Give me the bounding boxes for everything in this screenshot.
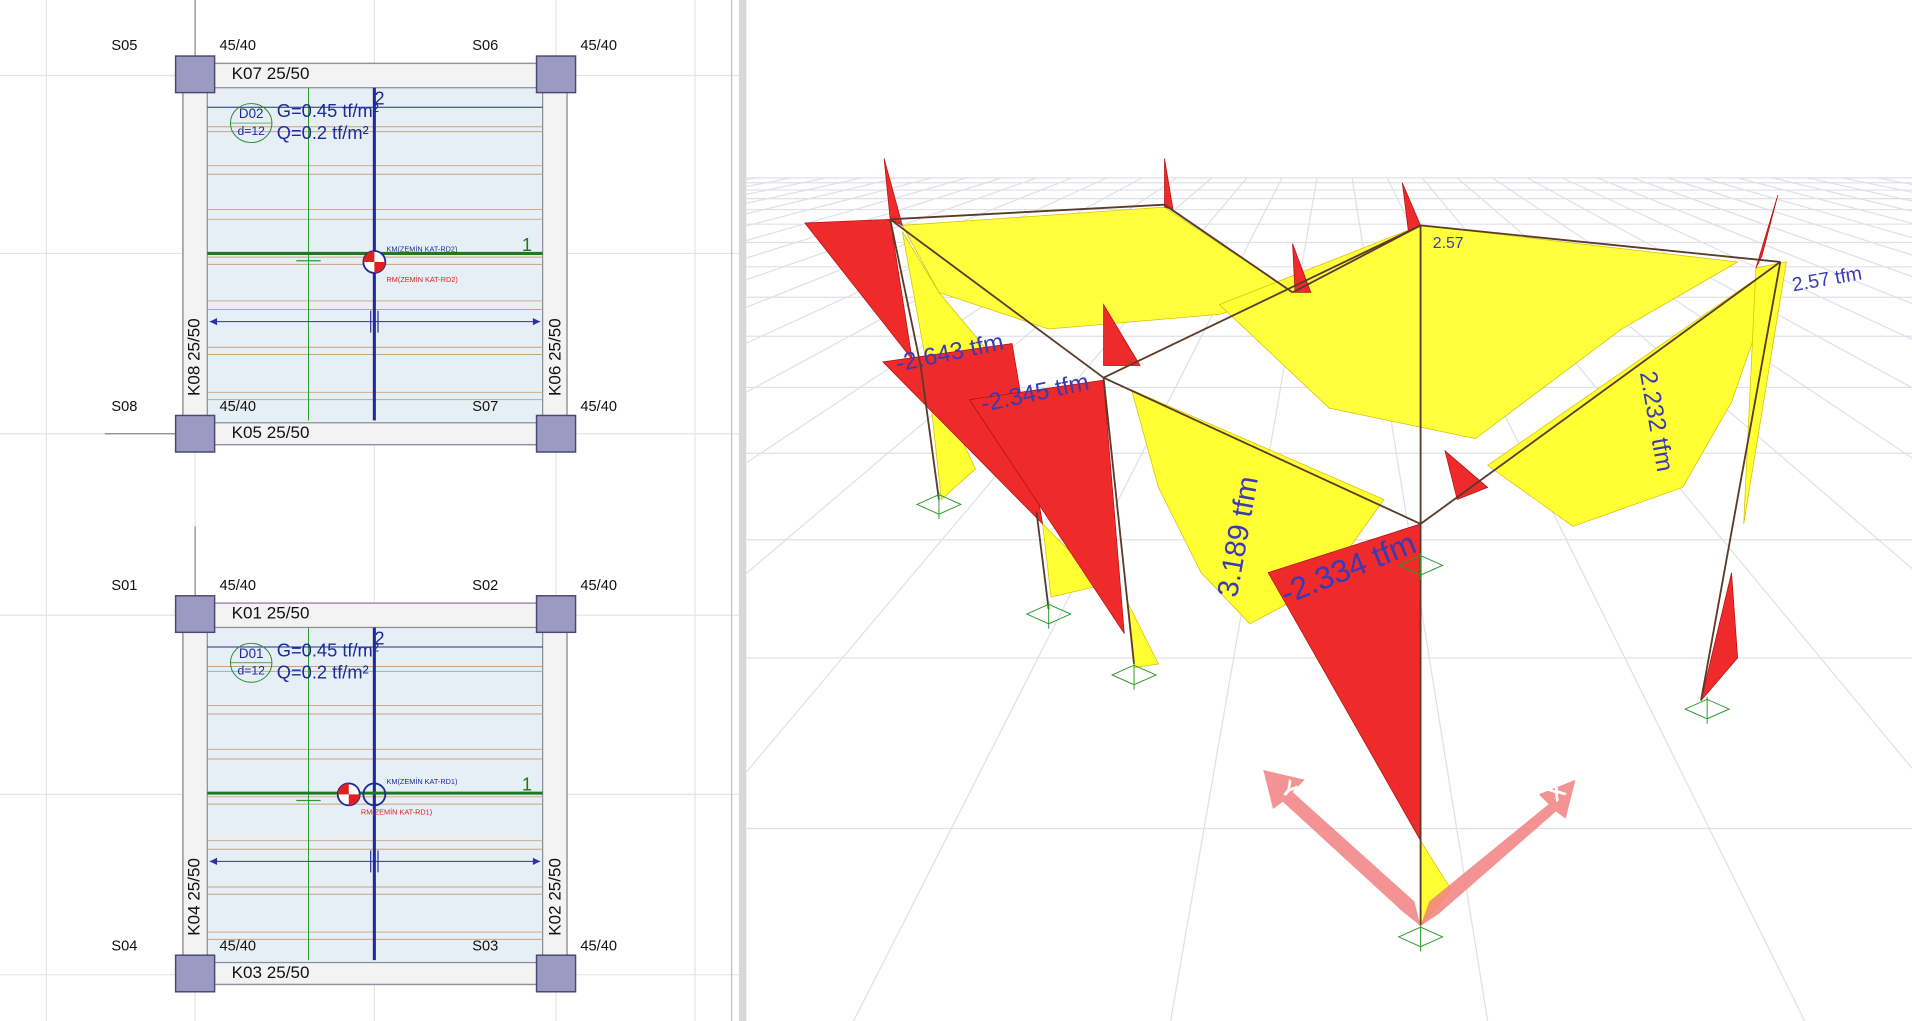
support (1110, 662, 1158, 690)
beam-label: K08 25/50 (185, 318, 204, 396)
live-load: Q=0.2 tf/m² (277, 122, 369, 143)
column (1102, 377, 1135, 665)
beam-label: K04 25/50 (185, 858, 204, 936)
dead-load: G=0.45 tf/m² (277, 100, 379, 121)
beam (1420, 261, 1781, 525)
slab-name: D02 (239, 106, 264, 121)
column-size: 45/40 (219, 578, 256, 594)
moment-diagram (1755, 194, 1779, 269)
support (1683, 696, 1731, 724)
moment-diagram (1444, 449, 1489, 501)
column (1700, 261, 1782, 701)
column-name: S07 (472, 399, 498, 415)
column-size: 45/40 (219, 38, 256, 54)
beam (1103, 376, 1421, 525)
beam (1420, 224, 1781, 263)
column (174, 954, 216, 993)
ground-grid (853, 177, 1283, 1021)
column-size: 45/40 (580, 38, 617, 54)
column (174, 414, 216, 453)
moment-diagram (1103, 303, 1141, 366)
slab-thickness: d=12 (237, 124, 265, 138)
ground-grid (746, 177, 1108, 344)
moment-diagram (804, 218, 913, 361)
column (1035, 511, 1050, 610)
splitter[interactable] (738, 0, 747, 1021)
dead-load: G=0.45 tf/m² (277, 640, 379, 661)
moment-diagram (1743, 261, 1787, 524)
axis-label: 1 (522, 774, 532, 795)
column-name: S03 (472, 939, 498, 955)
slab-thickness: d=12 (237, 664, 265, 678)
support (915, 492, 963, 520)
column (174, 595, 216, 634)
column-size: 45/40 (219, 939, 256, 955)
column-size: 45/40 (580, 399, 617, 415)
column-name: S08 (111, 399, 137, 415)
moment-diagram (1700, 572, 1739, 701)
ground-grid (1527, 177, 1912, 389)
column (535, 55, 577, 94)
column (535, 595, 577, 634)
column-name: S02 (472, 578, 498, 594)
beam (1163, 203, 1294, 294)
column-name: S01 (111, 578, 137, 594)
rigidity-center-label: RM(ZEMİN KAT-RD2) (387, 275, 458, 284)
beam-label: K02 25/50 (546, 858, 565, 936)
beam (889, 218, 1105, 379)
column-size: 45/40 (580, 939, 617, 955)
floor-plan: 1 2 D01 d=12 G=0.45 tf/m²Q=0.2 tf/m² KM(ZEMİN… (111, 578, 617, 993)
beam-label: K06 25/50 (546, 318, 565, 396)
column (889, 219, 922, 366)
axis-label: 2 (374, 88, 384, 109)
ground-grid (1562, 177, 1912, 340)
column (535, 954, 577, 993)
column (174, 55, 216, 94)
beam-label: K05 25/50 (232, 423, 310, 442)
support (1397, 553, 1444, 580)
column (919, 365, 940, 500)
beam-label: K07 25/50 (232, 64, 310, 83)
rigidity-center-label: RM(ZEMİN KAT-RD1) (361, 808, 432, 817)
ground-grid (746, 177, 1178, 464)
mass-center-label: KM(ZEMİN KAT-RD2) (387, 245, 458, 254)
column-size: 45/40 (219, 399, 256, 415)
global-axis (1420, 779, 1576, 926)
moment-diagram (883, 158, 903, 227)
rigidity-center (363, 250, 386, 273)
live-load: Q=0.2 tf/m² (277, 662, 369, 683)
beam (1292, 224, 1422, 294)
mass-center-label: KM(ZEMİN KAT-RD1) (387, 777, 458, 786)
support (1025, 601, 1072, 629)
column-name: S04 (111, 939, 137, 955)
moment-diagram (968, 379, 1125, 634)
moment-label: 2.57 (1433, 235, 1464, 252)
slab-name: D01 (239, 646, 264, 661)
column-name: S06 (472, 38, 498, 54)
beam-label: K01 25/50 (232, 604, 310, 623)
beam (1103, 224, 1421, 379)
column-name: S05 (111, 38, 137, 54)
global-axis (1263, 770, 1421, 926)
mass-center (362, 782, 387, 807)
column-size: 45/40 (580, 578, 617, 594)
floor-plan: 1 2 D02 d=12 G=0.45 tf/m²Q=0.2 tf/m² KM(ZEMİN… (111, 38, 617, 453)
beam-label: K03 25/50 (232, 963, 310, 982)
column (535, 414, 577, 453)
axis-label: 2 (374, 627, 384, 648)
moment-diagram (1487, 261, 1782, 527)
support (1397, 924, 1444, 952)
beam (890, 203, 1165, 221)
axis-label: 1 (522, 234, 532, 255)
